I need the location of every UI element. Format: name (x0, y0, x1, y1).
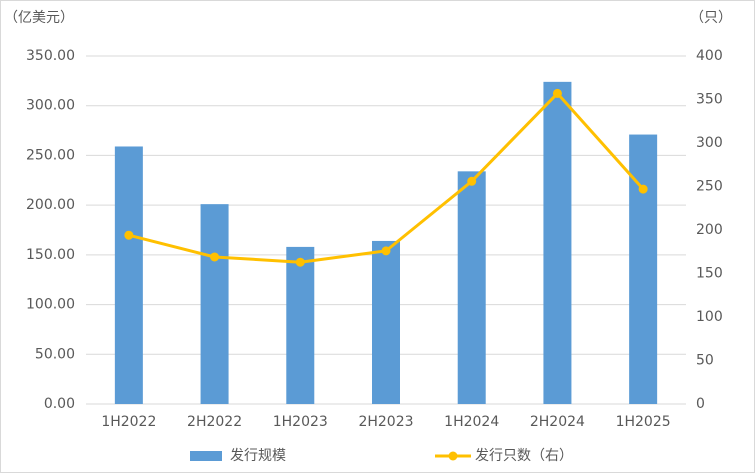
y2-tick-label: 50 (696, 353, 714, 369)
bar (372, 240, 400, 404)
bar (543, 81, 572, 404)
x-tick-label: 2H2024 (530, 414, 585, 430)
y-tick-label: 250.00 (26, 147, 75, 163)
x-tick-label: 1H2025 (616, 414, 671, 430)
y2-tick-label: 150 (696, 266, 723, 282)
line-marker (638, 184, 648, 194)
y2-axis-label: （只） (690, 10, 732, 26)
line-marker (295, 257, 305, 267)
y-tick-label: 0.00 (44, 396, 75, 412)
legend-swatch-marker (448, 451, 458, 461)
y-tick-label: 50.00 (35, 346, 75, 362)
legend-label: 发行只数（右） (475, 448, 573, 464)
line-marker (210, 252, 220, 262)
bar (629, 134, 658, 404)
y-tick-label: 100.00 (26, 297, 75, 313)
y2-tick-label: 350 (696, 92, 723, 108)
y-tick-label: 350.00 (26, 48, 75, 64)
line-marker (381, 246, 391, 256)
x-tick-label: 2H2023 (358, 414, 413, 430)
bar (200, 204, 229, 404)
line-marker (467, 176, 477, 186)
y-tick-label: 200.00 (26, 197, 75, 213)
y-tick-label: 150.00 (26, 247, 75, 263)
x-tick-label: 1H2022 (101, 414, 156, 430)
x-tick-label: 1H2024 (444, 414, 499, 430)
y-tick-label: 300.00 (26, 98, 75, 114)
y2-tick-label: 0 (696, 396, 705, 412)
y2-tick-label: 250 (696, 179, 723, 195)
legend-label: 发行规模 (230, 448, 286, 464)
x-tick-label: 1H2023 (273, 414, 328, 430)
y-axis-label: （亿美元） (4, 10, 74, 26)
bar (286, 246, 315, 404)
y2-tick-label: 400 (696, 48, 723, 64)
legend-swatch (190, 451, 222, 461)
y2-tick-label: 300 (696, 135, 723, 151)
x-tick-label: 2H2022 (187, 414, 242, 430)
bar (114, 146, 143, 405)
y2-tick-label: 200 (696, 222, 723, 238)
line-marker (552, 88, 562, 98)
line-marker (124, 230, 134, 240)
bar (457, 171, 486, 404)
y2-tick-label: 100 (696, 309, 723, 325)
